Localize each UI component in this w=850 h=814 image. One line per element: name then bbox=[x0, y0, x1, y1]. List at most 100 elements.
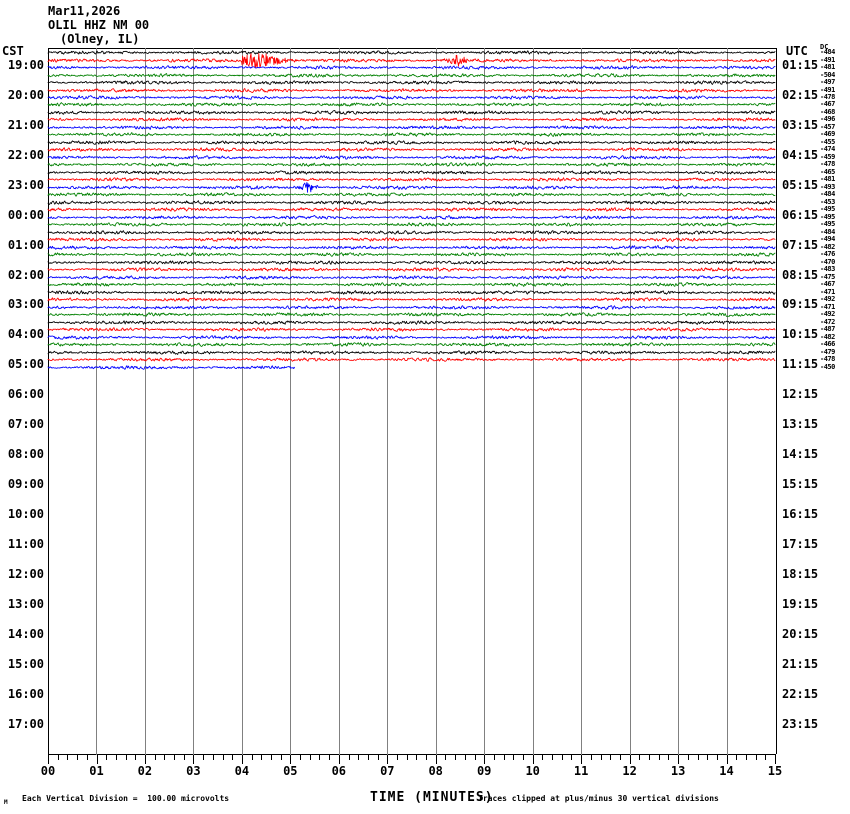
seismic-trace-11 bbox=[47, 127, 776, 142]
seismic-trace-26 bbox=[47, 240, 776, 255]
x-tick-minor bbox=[571, 755, 573, 760]
right-timezone-label: UTC bbox=[786, 44, 808, 58]
x-tick-minor bbox=[377, 755, 379, 760]
x-tick-minor bbox=[154, 755, 156, 760]
dc-value-23: -495 bbox=[820, 220, 835, 229]
dc-value-42: -450 bbox=[820, 362, 835, 371]
hour-label-utc-0615: 06:15 bbox=[782, 207, 819, 222]
x-tick-major-3 bbox=[193, 755, 195, 764]
x-tick-major-12 bbox=[629, 755, 631, 764]
dc-value-00: -484 bbox=[820, 48, 835, 56]
x-tick-minor bbox=[552, 755, 554, 760]
dc-value-09: -496 bbox=[820, 115, 835, 124]
seismic-trace-00 bbox=[47, 45, 776, 60]
hour-label-utc-2115: 21:15 bbox=[782, 656, 819, 671]
x-tick-minor bbox=[649, 755, 650, 760]
dc-value-04: -497 bbox=[820, 78, 835, 86]
dc-value-16: -465 bbox=[820, 167, 835, 176]
x-tick-minor bbox=[523, 755, 524, 760]
hour-label-utc-1815: 18:15 bbox=[782, 567, 819, 582]
seismic-trace-34 bbox=[47, 300, 776, 315]
hour-label-utc-2215: 22:15 bbox=[782, 686, 819, 701]
x-tick-minor bbox=[251, 755, 253, 760]
hour-label-utc-2015: 20:15 bbox=[782, 627, 819, 641]
hour-label-utc-0215: 02:15 bbox=[782, 87, 819, 102]
x-tick-minor bbox=[135, 755, 137, 760]
x-tick-minor bbox=[261, 755, 263, 760]
x-tick-minor bbox=[67, 755, 69, 760]
seismic-trace-01 bbox=[47, 52, 776, 68]
dc-value-25: -494 bbox=[820, 235, 835, 244]
hour-label-utc-0715: 07:15 bbox=[782, 237, 819, 252]
x-axis-label-01: 01 bbox=[89, 764, 104, 778]
dc-value-14: -459 bbox=[820, 152, 835, 161]
x-tick-minor bbox=[270, 755, 272, 760]
gridline-minute-12 bbox=[630, 48, 631, 755]
dc-value-22: -495 bbox=[820, 212, 835, 221]
hour-label-cst-0500: 05:00 bbox=[7, 357, 44, 372]
x-tick-minor bbox=[183, 755, 185, 760]
dc-value-10: -457 bbox=[820, 122, 835, 131]
x-axis-label-09: 09 bbox=[476, 764, 492, 778]
x-tick-minor bbox=[406, 755, 408, 760]
gridline-minute-05 bbox=[290, 48, 291, 755]
vertical-division-note: Each Vertical Division = 100.00 microvol… bbox=[22, 794, 230, 803]
x-tick-major-8 bbox=[435, 755, 437, 764]
x-axis-label-14: 14 bbox=[719, 764, 734, 778]
hour-label-cst-1300: 13:00 bbox=[7, 597, 44, 611]
x-tick-minor bbox=[464, 755, 466, 760]
hour-label-utc-1315: 13:15 bbox=[782, 417, 819, 432]
hour-label-cst-0100: 01:00 bbox=[7, 237, 44, 252]
dc-value-36: -472 bbox=[820, 317, 835, 326]
x-tick-minor bbox=[164, 755, 166, 760]
gridline-minute-07 bbox=[387, 48, 388, 755]
x-axis-label-04: 04 bbox=[234, 764, 250, 778]
dc-column-heading: DC bbox=[820, 43, 829, 51]
dc-value-06: -478 bbox=[820, 92, 835, 101]
hour-label-cst-0900: 09:00 bbox=[7, 477, 44, 492]
hour-label-utc-1615: 16:15 bbox=[782, 507, 819, 522]
x-tick-minor bbox=[416, 755, 418, 760]
x-tick-major-0 bbox=[48, 755, 49, 764]
x-tick-minor bbox=[77, 755, 79, 760]
x-tick-minor bbox=[232, 755, 234, 760]
x-tick-minor bbox=[765, 755, 767, 760]
hour-label-cst-0600: 06:00 bbox=[7, 387, 44, 402]
seismic-trace-30 bbox=[47, 270, 776, 285]
dc-value-31: -467 bbox=[820, 280, 835, 289]
dc-value-08: -468 bbox=[820, 107, 835, 116]
gridline-minute-09 bbox=[484, 48, 485, 755]
x-axis-label-03: 03 bbox=[186, 764, 201, 778]
hour-label-cst-1100: 11:00 bbox=[7, 537, 44, 552]
seismic-trace-28 bbox=[47, 255, 776, 270]
seismic-trace-40 bbox=[47, 345, 776, 360]
hour-label-cst-0300: 03:00 bbox=[7, 297, 44, 312]
x-tick-minor bbox=[493, 755, 495, 760]
seismic-trace-41 bbox=[47, 352, 776, 367]
seismic-trace-02 bbox=[47, 60, 776, 75]
seismic-trace-13 bbox=[47, 142, 776, 157]
dc-value-07: -467 bbox=[820, 100, 835, 109]
hour-label-cst-1700: 17:00 bbox=[7, 716, 44, 731]
x-tick-major-1 bbox=[96, 755, 98, 764]
hour-label-cst-0700: 07:00 bbox=[7, 417, 44, 432]
hour-label-utc-0515: 05:15 bbox=[782, 177, 819, 192]
x-axis-label-08: 08 bbox=[428, 764, 443, 778]
hour-label-cst-0000: 00:00 bbox=[7, 207, 44, 222]
x-axis-label-02: 02 bbox=[137, 764, 153, 778]
dc-value-02: -481 bbox=[820, 63, 835, 71]
seismic-trace-19 bbox=[47, 187, 776, 202]
hour-label-utc-2315: 23:15 bbox=[782, 716, 819, 731]
gridline-minute-06 bbox=[339, 48, 340, 755]
x-tick-minor bbox=[716, 755, 718, 760]
dc-value-32: -471 bbox=[820, 287, 835, 296]
x-tick-minor bbox=[203, 755, 205, 760]
x-tick-minor bbox=[222, 755, 224, 760]
gridline-minute-08 bbox=[436, 48, 437, 755]
helicorder-plot-area bbox=[48, 48, 777, 754]
x-tick-minor bbox=[329, 755, 331, 760]
dc-value-30: -475 bbox=[820, 272, 835, 281]
dc-value-01: -491 bbox=[820, 55, 835, 64]
gridline-minute-03 bbox=[193, 48, 194, 755]
hour-label-cst-1200: 12:00 bbox=[7, 567, 44, 582]
